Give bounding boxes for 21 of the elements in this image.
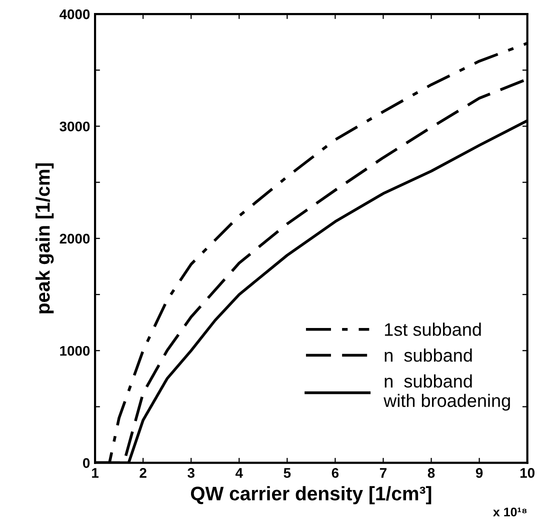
x-tick-label: 8 xyxy=(428,468,435,478)
x-tick-label: 3 xyxy=(188,468,194,478)
legend-label: n subband with broadening xyxy=(384,374,510,411)
x-tick-label: 5 xyxy=(284,468,291,478)
x-axis-title: QW carrier density [1/cm³] xyxy=(190,486,432,504)
legend-label: 1st subband xyxy=(384,322,481,336)
x-tick-label: 4 xyxy=(235,468,243,478)
y-tick-label: 0 xyxy=(83,458,90,468)
legend-label: n subband xyxy=(384,348,472,362)
x-tick-label: 1 xyxy=(92,468,99,478)
y-tick-label: 4000 xyxy=(60,9,90,20)
y-tick-label: 3000 xyxy=(60,122,90,132)
x-tick-label: 6 xyxy=(332,468,339,478)
x-tick-label: 10 xyxy=(520,468,534,478)
y-tick-label: 2000 xyxy=(60,234,90,244)
text: x 10¹⁸ xyxy=(493,508,527,516)
x-tick-label: 2 xyxy=(140,468,146,478)
y-axis-title: peak gain [1/cm] xyxy=(36,163,54,314)
y-tick-label: 1000 xyxy=(60,346,90,356)
x-tick-label: 9 xyxy=(476,468,483,478)
x-tick-label: 7 xyxy=(380,468,386,478)
